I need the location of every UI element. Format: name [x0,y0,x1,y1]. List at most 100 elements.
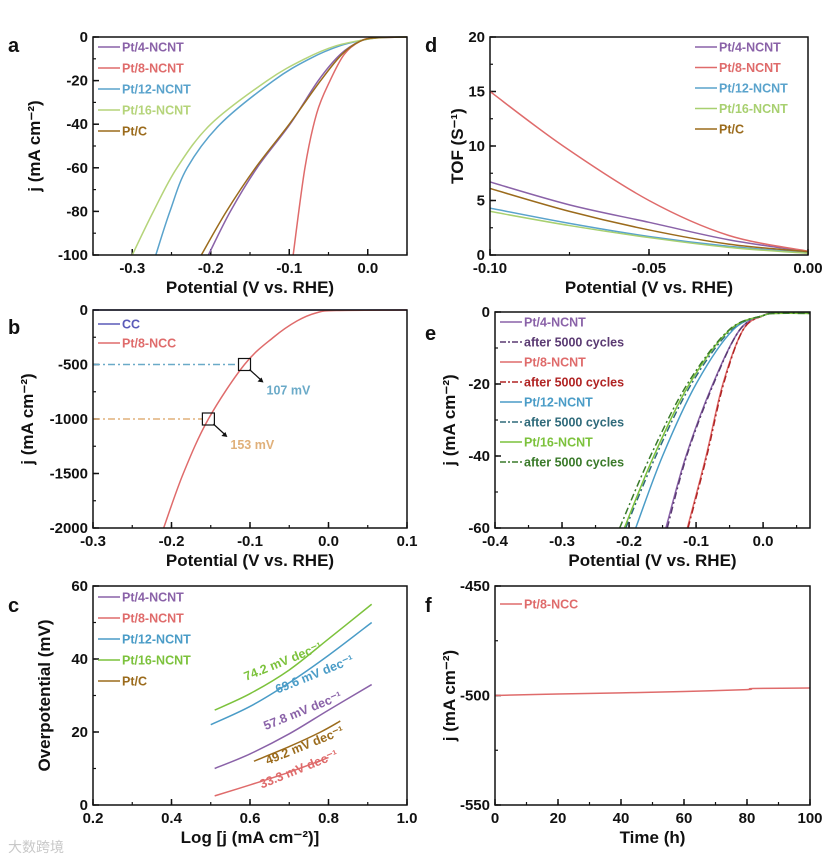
legend-label: Pt/C [122,675,147,689]
legend-label: Pt/8-NCC [524,598,578,612]
x-tick-label: 80 [739,810,756,827]
series-line-pt-4-ncnt [207,36,407,256]
legend-label: Pt/C [122,125,147,139]
x-tick-label: 0.0 [753,533,774,550]
x-tick-label: 0.8 [318,810,339,827]
y-axis-title: j (mA cm⁻²) [440,650,459,742]
x-tick-label: 100 [797,810,822,827]
panel-d: d -0.10 -0.05 0.00 0 5 10 15 20 Potential (V vs. … [425,29,823,297]
x-axis-title: Potential (V vs. RHE) [166,551,334,570]
plot-area [131,36,407,256]
legend-label: Pt/8-NCNT [719,61,781,75]
y-tick-label: 0 [482,304,490,321]
panel-letter: b [8,317,20,339]
panel-letter: f [425,595,432,617]
series-line-pt-c [490,187,808,253]
y-tick-label: 0 [80,29,88,46]
y-tick-label: -2000 [50,520,88,537]
legend-label: Pt/C [719,123,744,137]
x-tick-label: 0.2 [83,810,104,827]
series-line-pt-8-ncnt [292,36,407,256]
x-tick-label: -0.1 [237,533,263,550]
x-tick-label: -0.3 [549,533,575,550]
legend-label: Pt/16-NCNT [524,436,593,450]
y-tick-label: 15 [468,84,485,101]
series-line-pt-16-ncnt [490,210,808,255]
panel-f: f 0 20 40 60 80 100 -450 -500 -550 Time (h) j (mA c… [425,578,823,847]
y-tick-label: 0 [80,302,88,319]
legend-label: Pt/4-NCNT [524,316,586,330]
x-axis-title: Potential (V vs. RHE) [568,551,736,570]
legend-label: after 5000 cycles [524,336,624,350]
data-marker-box [201,412,215,426]
legend-label: Pt/4-NCNT [122,591,184,605]
data-marker-box [237,357,252,372]
series-line-pt-8-ncnt [686,311,810,529]
watermark: 大数跨境 [8,839,64,855]
plot-frame [92,585,408,806]
series-line-pt-12-ncnt [635,312,810,529]
series-line-after-5000-cycles [687,311,810,529]
y-tick-label: 0 [477,247,485,264]
x-axis-title: Log [j (mA cm⁻²)] [181,828,320,847]
panel-letter: a [8,35,20,57]
legend-label: Pt/12-NCNT [719,82,788,96]
series-line-pt-4-ncnt [665,311,810,529]
legend-label: Pt/8-NCNT [122,612,184,626]
y-axis-title: j (mA cm⁻²) [440,374,459,466]
x-tick-label: -0.2 [198,260,224,277]
plot-frame [92,36,408,256]
x-tick-label: -0.2 [159,533,185,550]
y-tick-label: -450 [460,578,490,595]
y-axis-title: Overpotential (mV) [35,619,54,771]
y-tick-label: -80 [66,203,88,220]
x-tick-label: 0.4 [161,810,183,827]
series-line-pt-8-ncc [162,309,407,529]
plot-frame [494,585,811,806]
x-axis-title: Time (h) [620,828,686,847]
plot-area [495,687,810,697]
legend-label: Pt/8-NCC [122,337,176,351]
legend-label: after 5000 cycles [524,416,624,430]
legend-label: CC [122,318,140,332]
y-tick-label: -500 [58,357,88,374]
series-line-pt-12-ncnt [490,207,808,254]
panel-a: a -0.3 -0.2 -0.1 0.0 0 -20 -40 -60 -80 -100 Potenti… [8,29,408,297]
y-tick-label: -40 [66,116,88,133]
series-line-pt-4-ncnt [214,683,373,770]
plot-area [210,603,373,797]
x-tick-label: -0.3 [119,260,145,277]
arrow-head [257,377,264,383]
x-tick-label: -0.1 [276,260,302,277]
y-tick-label: -20 [66,73,88,90]
plot-frame [92,309,408,529]
arrow-head [221,432,228,437]
legend: Pt/4-NCNT Pt/8-NCNT Pt/12-NCNT Pt/16-NCNT Pt… [695,41,788,137]
y-tick-label: -500 [460,688,490,705]
x-tick-label: -0.4 [482,533,509,550]
y-axis-title: j (mA cm⁻²) [25,100,44,192]
legend-label: Pt/4-NCNT [719,41,781,55]
plot-frame [494,311,811,529]
plot-area [490,90,808,255]
series-line-pt-8-ncnt [490,90,808,252]
y-tick-label: -60 [468,520,490,537]
x-axis-title: Potential (V vs. RHE) [166,278,334,297]
panel-c: c 0.2 0.4 0.6 0.8 1.0 0 20 40 60 Log [j (mA cm⁻²)]… [8,578,417,847]
legend-label: Pt/4-NCNT [122,41,184,55]
x-tick-label: 40 [613,810,630,827]
panel-e: e -0.4 -0.3 -0.2 -0.1 0.0 0 -20 -40 -60 Potential … [425,304,811,570]
legend-label: Pt/16-NCNT [719,102,788,116]
legend: Pt/4-NCNT Pt/8-NCNT Pt/12-NCNT Pt/16-NCNT Pt… [98,41,191,139]
panel-letter: e [425,323,436,345]
y-tick-label: 20 [71,724,88,741]
plot-frame [489,36,809,256]
x-tick-label: 0.6 [240,810,261,827]
x-tick-label: -0.2 [616,533,642,550]
panel-letter: c [8,595,19,617]
y-tick-label: -550 [460,797,490,814]
x-tick-label: -0.1 [683,533,709,550]
marker-arrow [249,369,262,381]
y-tick-label: -20 [468,376,490,393]
